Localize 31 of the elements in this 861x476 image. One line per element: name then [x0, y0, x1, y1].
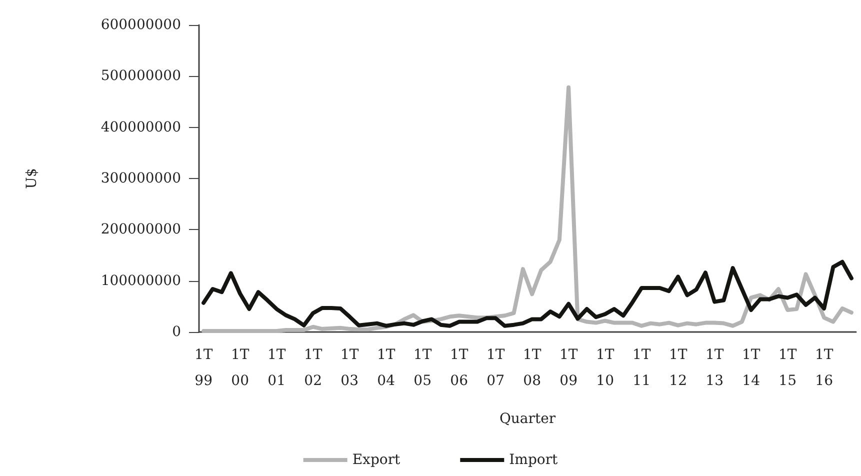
x-tick-label: 1T 06: [450, 347, 469, 389]
x-tick-label: 1T 10: [596, 347, 615, 389]
x-tick-label: 1T 15: [778, 347, 798, 389]
legend-label: Export: [352, 452, 401, 468]
x-tick-label: 1T 05: [413, 347, 432, 389]
x-tick-label: 1T 16: [814, 347, 834, 389]
y-tick-label: 600000000: [100, 17, 181, 33]
x-tick-label: 1T 14: [742, 347, 761, 389]
x-tick-label: 1T 02: [304, 347, 323, 389]
x-axis-title: Quarter: [499, 411, 556, 427]
x-tick-label: 1T 12: [668, 347, 688, 389]
x-tick-label: 1T 11: [632, 347, 652, 389]
x-tick-label: 1T 13: [705, 347, 724, 389]
line-series: [202, 85, 854, 333]
y-tick-label: 0: [172, 324, 181, 340]
x-tick-label: 1T 08: [522, 347, 542, 389]
y-tick-label: 300000000: [100, 170, 181, 186]
legend-label: Import: [509, 452, 558, 468]
x-tick-label: 1T 00: [230, 347, 250, 389]
x-tick-label: 1T 01: [267, 347, 286, 389]
line-series: [202, 260, 854, 328]
y-tick-label: 100000000: [100, 272, 181, 289]
x-tick-label: 1T 99: [194, 347, 214, 389]
y-axis-title: U$: [24, 168, 40, 189]
x-tick-label: 1T 09: [559, 347, 578, 389]
x-tick-label: 1T 07: [486, 347, 506, 389]
y-tick-label: 500000000: [100, 68, 181, 84]
y-tick-label: 400000000: [100, 119, 181, 136]
x-tick-label: 1T 04: [376, 347, 396, 389]
x-tick-label: 1T 03: [340, 347, 360, 389]
y-tick-label: 200000000: [100, 222, 181, 238]
